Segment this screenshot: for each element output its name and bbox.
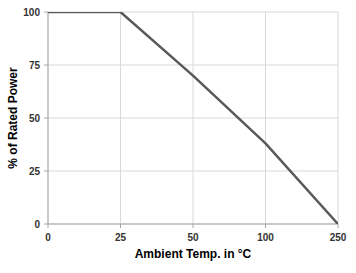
chart: 0 25 50 75 100 0 25 50 100 250 Ambient Temp. in °C… — [0, 0, 356, 273]
y-grid-line — [48, 224, 338, 225]
y-axis-title: % of Rated Power — [6, 67, 20, 169]
y-tick-label: 75 — [29, 60, 41, 71]
y-tick-label: 25 — [29, 166, 41, 177]
data — [48, 12, 338, 224]
grid — [48, 12, 338, 224]
y-axis — [48, 12, 49, 224]
data-line — [48, 12, 338, 224]
x-tick-label: 0 — [45, 232, 51, 243]
x-tick-label: 250 — [330, 232, 347, 243]
x-axis-title: Ambient Temp. in °C — [135, 247, 252, 261]
x-tick — [265, 224, 266, 228]
x-grid-line — [193, 12, 194, 224]
x-tick-label: 100 — [257, 232, 274, 243]
y-tick — [44, 224, 48, 225]
x-grid-line — [265, 12, 266, 224]
x-grid-line — [48, 12, 49, 224]
x-tick — [193, 224, 194, 228]
x-grid-line — [120, 12, 121, 224]
y-tick-label: 100 — [23, 7, 40, 18]
y-tick-label: 50 — [29, 113, 41, 124]
x-tick-label: 25 — [115, 232, 127, 243]
y-tick-label: 0 — [34, 219, 40, 230]
x-grid-line — [338, 12, 339, 224]
y-tick — [44, 118, 48, 119]
x-tick — [120, 224, 121, 228]
y-tick — [44, 65, 48, 66]
y-tick — [44, 12, 48, 13]
y-tick — [44, 171, 48, 172]
x-axis — [48, 224, 338, 225]
x-tick — [338, 224, 339, 228]
x-tick — [48, 224, 49, 228]
x-tick-label: 50 — [187, 232, 199, 243]
chart-root: 0 25 50 75 100 0 25 50 100 250 Ambient Temp. in °C… — [0, 0, 356, 273]
